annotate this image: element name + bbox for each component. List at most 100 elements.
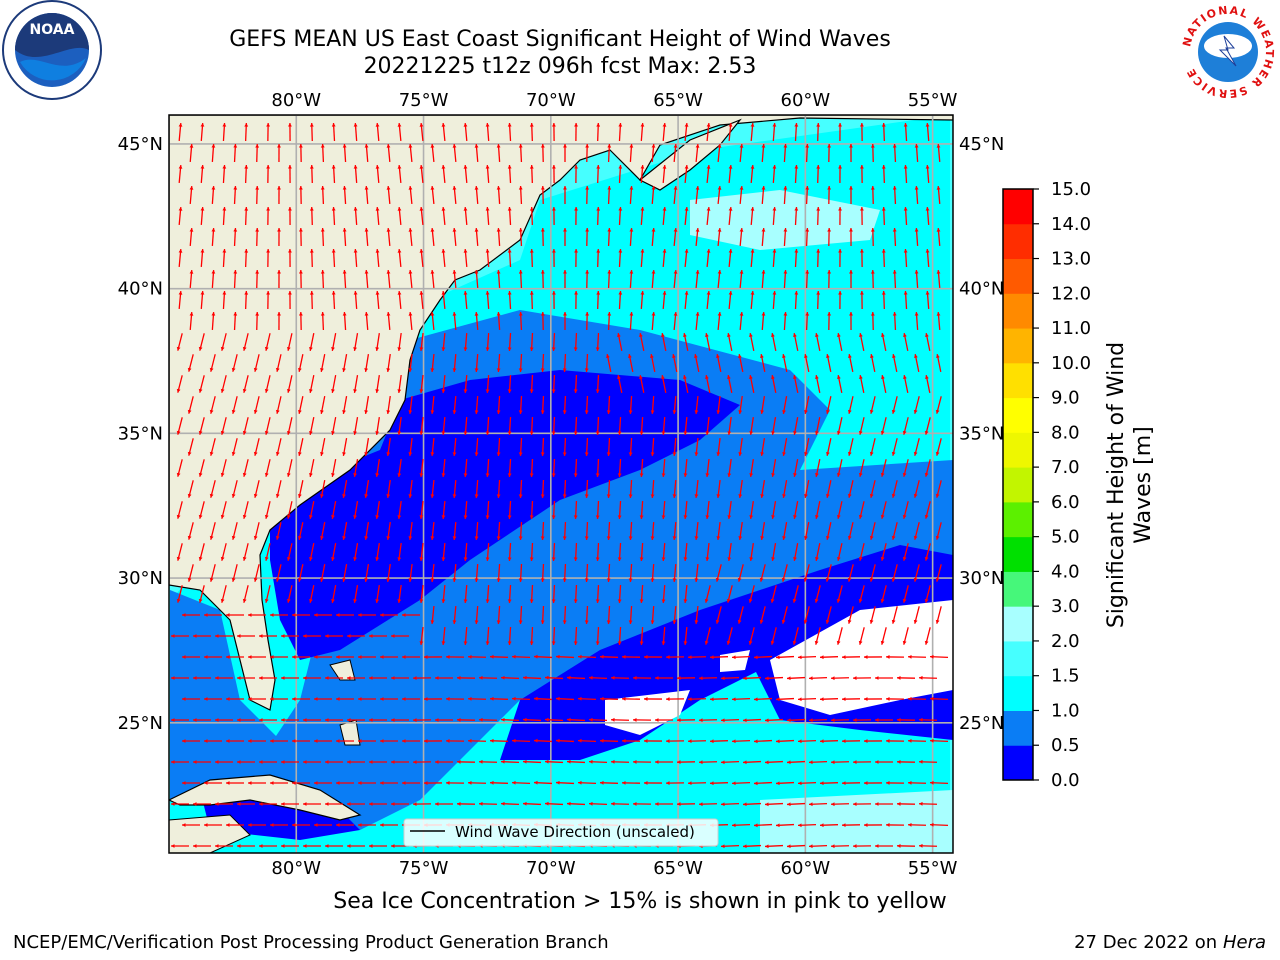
wave-direction-arrow: [764, 718, 784, 723]
wave-direction-arrow: [430, 185, 435, 205]
latitude-labels-left: 45°N 40°N 35°N 30°N 25°N: [118, 134, 163, 734]
wave-direction-arrow: [551, 332, 556, 352]
wave-direction-arrow: [187, 564, 194, 582]
wave-direction-arrow: [650, 437, 655, 457]
wave-direction-arrow: [727, 542, 732, 562]
wave-direction-arrow: [529, 542, 534, 562]
wave-direction-arrow: [193, 676, 211, 680]
wave-direction-arrow: [838, 248, 842, 268]
wave-direction-arrow: [518, 353, 523, 373]
wave-direction-arrow: [706, 164, 711, 184]
colorbar-segment: [1003, 467, 1033, 503]
wave-direction-arrow: [270, 739, 288, 743]
wave-direction-arrow: [794, 122, 799, 142]
wave-direction-arrow: [705, 416, 710, 436]
wave-direction-arrow: [408, 437, 413, 457]
wave-direction-arrow: [827, 269, 832, 289]
wave-direction-arrow: [797, 655, 817, 660]
wave-direction-arrow: [761, 227, 766, 247]
wave-direction-arrow: [209, 564, 216, 582]
wave-direction-arrow: [584, 605, 589, 625]
wave-direction-arrow: [577, 696, 597, 701]
wave-direction-arrow: [485, 122, 490, 142]
wave-direction-arrow: [738, 479, 743, 499]
wave-direction-arrow: [914, 143, 919, 163]
wave-direction-arrow: [606, 563, 611, 583]
wave-direction-arrow: [178, 290, 183, 310]
wave-direction-arrow: [731, 739, 751, 744]
wave-direction-arrow: [596, 206, 601, 226]
lat-label-left: 45°N: [118, 134, 163, 155]
wave-direction-arrow: [412, 718, 432, 722]
wave-direction-arrow: [518, 605, 523, 625]
lat-label-left: 30°N: [118, 568, 163, 589]
wave-direction-arrow: [665, 697, 685, 701]
wave-direction-arrow: [511, 654, 531, 659]
wave-direction-arrow: [226, 697, 244, 701]
wave-direction-arrow: [266, 164, 271, 184]
wave-direction-arrow: [595, 626, 600, 646]
wave-direction-arrow: [507, 542, 512, 562]
wave-direction-arrow: [617, 542, 622, 562]
wave-direction-arrow: [709, 781, 729, 786]
wave-direction-arrow: [606, 437, 611, 457]
wave-direction-arrow: [463, 458, 468, 478]
wave-direction-arrow: [529, 332, 534, 352]
wave-direction-arrow: [182, 739, 200, 743]
wave-direction-arrow: [176, 417, 183, 435]
wave-direction-arrow: [749, 417, 754, 435]
wave-direction-arrow: [885, 781, 905, 785]
wave-direction-arrow: [683, 542, 688, 562]
wave-direction-arrow: [672, 605, 677, 625]
wave-direction-arrow: [507, 584, 512, 604]
wave-direction-arrow: [237, 802, 255, 806]
wave-direction-arrow: [198, 375, 205, 393]
wave-direction-arrow: [651, 143, 656, 163]
wave-direction-arrow: [386, 395, 391, 415]
wave-direction-arrow: [336, 823, 354, 827]
band-1-5-south: [760, 790, 953, 853]
wave-direction-arrow: [419, 500, 424, 520]
wave-direction-arrow: [913, 522, 920, 540]
wave-direction-arrow: [408, 143, 413, 163]
wave-direction-arrow: [885, 655, 905, 659]
wave-direction-arrow: [709, 655, 729, 660]
wave-direction-arrow: [738, 354, 744, 372]
wave-direction-arrow: [753, 697, 773, 702]
wave-direction-arrow: [782, 396, 788, 414]
wave-direction-arrow: [847, 522, 854, 540]
wave-direction-arrow: [391, 718, 409, 722]
wave-direction-arrow: [737, 564, 744, 582]
wave-direction-arrow: [913, 396, 920, 414]
wave-direction-arrow: [226, 613, 244, 617]
band-west-gulf: [170, 590, 300, 800]
wave-direction-arrow: [815, 543, 821, 561]
wave-direction-arrow: [617, 333, 623, 351]
wave-direction-arrow: [189, 311, 194, 331]
wave-direction-arrow: [441, 416, 446, 436]
wave-direction-arrow: [386, 437, 391, 457]
wave-direction-arrow: [231, 396, 238, 414]
wave-direction-arrow: [651, 185, 656, 205]
wave-direction-arrow: [838, 122, 842, 142]
wave-direction-arrow: [386, 521, 391, 541]
wave-direction-arrow: [651, 311, 656, 331]
wave-direction-arrow: [463, 416, 468, 436]
wave-direction-arrow: [496, 563, 501, 583]
wave-direction-arrow: [259, 676, 277, 680]
wave-direction-arrow: [617, 626, 622, 646]
wave-direction-arrow: [270, 655, 288, 659]
wave-direction-arrow: [456, 675, 476, 680]
wave-direction-arrow: [297, 564, 304, 582]
wave-direction-arrow: [496, 521, 501, 541]
wave-direction-arrow: [885, 739, 905, 743]
wave-direction-arrow: [727, 416, 732, 436]
wave-direction-arrow: [880, 627, 887, 645]
colorbar-segment: [1003, 745, 1033, 781]
wave-direction-arrow: [171, 844, 189, 848]
wave-direction-arrow: [665, 781, 685, 785]
wave-direction-arrow: [237, 718, 255, 722]
wave-direction-arrow: [896, 801, 916, 806]
wave-direction-arrow: [463, 164, 468, 184]
wave-direction-arrow: [189, 185, 194, 205]
